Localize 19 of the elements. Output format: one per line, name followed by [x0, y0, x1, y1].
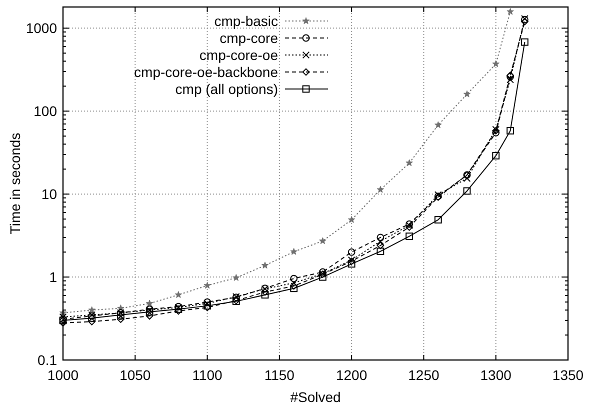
x-tick-label: 1100: [192, 367, 223, 383]
y-tick-label: 0.1: [38, 352, 58, 368]
legend-label: cmp-core: [220, 30, 278, 46]
y-axis-title: Time in seconds: [7, 132, 23, 234]
x-tick-label: 1150: [264, 367, 295, 383]
x-tick-label: 1200: [336, 367, 368, 383]
x-tick-label: 1250: [408, 367, 440, 383]
y-tick-label: 10: [41, 186, 58, 202]
x-tick-label: 1300: [480, 367, 512, 383]
legend-label: cmp (all options): [175, 81, 278, 97]
legend-label: cmp-basic: [214, 13, 278, 29]
x-tick-label: 1050: [120, 367, 151, 383]
y-tick-label: 100: [34, 103, 58, 120]
x-tick-label: 1350: [552, 367, 584, 383]
legend-label: cmp-core-oe: [199, 47, 278, 63]
y-tick-label: 1: [49, 269, 58, 286]
legend-label: cmp-core-oe-backbone: [134, 64, 278, 80]
x-axis-title: #Solved: [290, 389, 341, 405]
y-tick-label: 1000: [26, 20, 58, 36]
